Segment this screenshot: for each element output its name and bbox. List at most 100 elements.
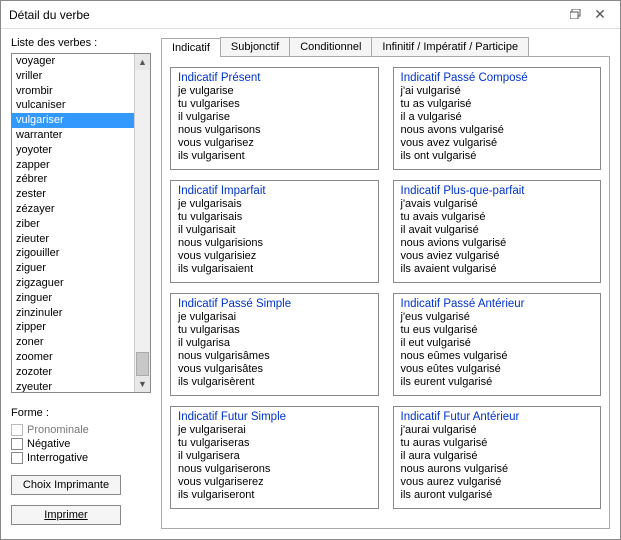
- verb-item[interactable]: zézayer: [12, 202, 134, 217]
- verb-item[interactable]: zinguer: [12, 291, 134, 306]
- conjugation-line: il eut vulgarisé: [401, 337, 594, 350]
- tense-box: Indicatif Plus-que-parfaitj'avais vulgar…: [393, 180, 602, 283]
- conjugation-line: tu eus vulgarisé: [401, 324, 594, 337]
- conjugation-line: vous vulgarisâtes: [178, 363, 371, 376]
- tense-box: Indicatif Imparfaitje vulgarisaistu vulg…: [170, 180, 379, 283]
- tab-infinitif-imp-ratif-participe[interactable]: Infinitif / Impératif / Participe: [371, 37, 529, 56]
- conjugation-line: vous avez vulgarisé: [401, 137, 594, 150]
- conjugation-line: j'aurai vulgarisé: [401, 424, 594, 437]
- conjugation-line: nous vulgarisons: [178, 124, 371, 137]
- conjugation-line: tu vulgarisais: [178, 211, 371, 224]
- printer-choice-button[interactable]: Choix Imprimante: [11, 475, 121, 495]
- conjugation-line: je vulgarisai: [178, 311, 371, 324]
- verb-item[interactable]: zester: [12, 187, 134, 202]
- tab-content: Indicatif Présentje vulgarise tu vulgaris…: [161, 57, 610, 529]
- verb-list[interactable]: voyagervrillervrombirvulcaniservulgarise…: [11, 53, 151, 393]
- form-label: Interrogative: [27, 452, 88, 464]
- conjugation-line: ils vulgarisaient: [178, 263, 371, 276]
- conjugation-line: il vulgarisait: [178, 224, 371, 237]
- conjugation-line: il vulgarisa: [178, 337, 371, 350]
- scroll-thumb[interactable]: [136, 352, 149, 376]
- conjugation-line: vous aurez vulgarisé: [401, 476, 594, 489]
- verb-item[interactable]: zoomer: [12, 350, 134, 365]
- verb-item[interactable]: zigzaguer: [12, 276, 134, 291]
- tab-indicatif[interactable]: Indicatif: [161, 38, 221, 57]
- verb-item[interactable]: zipper: [12, 320, 134, 335]
- form-label: Négative: [27, 438, 70, 450]
- conjugation-line: vous vulgarisez: [178, 137, 371, 150]
- conjugation-line: nous vulgarisâmes: [178, 350, 371, 363]
- conjugation-line: je vulgariserai: [178, 424, 371, 437]
- tab-conditionnel[interactable]: Conditionnel: [289, 37, 372, 56]
- tense-box: Indicatif Passé Antérieurj'eus vulgarisé…: [393, 293, 602, 396]
- tense-title: Indicatif Imparfait: [178, 185, 371, 197]
- titlebar: Détail du verbe ✕: [1, 1, 620, 29]
- forme-group: Forme : PronominaleNégativeInterrogative: [11, 407, 151, 465]
- tense-title: Indicatif Présent: [178, 72, 371, 84]
- verb-item[interactable]: zoner: [12, 335, 134, 350]
- conjugation-line: nous aurons vulgarisé: [401, 463, 594, 476]
- restore-icon[interactable]: [564, 8, 588, 22]
- checkbox-icon: [11, 424, 23, 436]
- conjugation-line: ils avaient vulgarisé: [401, 263, 594, 276]
- close-icon[interactable]: ✕: [588, 6, 612, 23]
- scroll-down-icon[interactable]: ▼: [135, 376, 150, 392]
- conjugation-line: j'ai vulgarisé: [401, 85, 594, 98]
- tense-title: Indicatif Passé Simple: [178, 298, 371, 310]
- tense-title: Indicatif Passé Antérieur: [401, 298, 594, 310]
- conjugation-line: nous vulgarisions: [178, 237, 371, 250]
- verb-item[interactable]: voyager: [12, 54, 134, 69]
- verb-item[interactable]: vulcaniser: [12, 98, 134, 113]
- conjugation-line: tu auras vulgarisé: [401, 437, 594, 450]
- conjugation-line: nous avions vulgarisé: [401, 237, 594, 250]
- verb-item[interactable]: zyeuter: [12, 380, 134, 393]
- verb-item[interactable]: zapper: [12, 158, 134, 173]
- left-panel: Liste des verbes : voyagervrillervrombir…: [11, 37, 151, 529]
- conjugation-line: tu vulgariseras: [178, 437, 371, 450]
- scroll-up-icon[interactable]: ▲: [135, 54, 150, 70]
- conjugation-line: vous vulgariserez: [178, 476, 371, 489]
- conjugation-line: ils auront vulgarisé: [401, 489, 594, 502]
- tense-box: Indicatif Futur Simpleje vulgariseraitu …: [170, 406, 379, 509]
- conjugation-line: je vulgarise: [178, 85, 371, 98]
- verb-item[interactable]: zigouiller: [12, 246, 134, 261]
- conjugation-line: tu as vulgarisé: [401, 98, 594, 111]
- conjugation-line: il vulgarisera: [178, 450, 371, 463]
- scrollbar[interactable]: ▲ ▼: [134, 54, 150, 392]
- conjugation-line: ils vulgarisèrent: [178, 376, 371, 389]
- tense-title: Indicatif Plus-que-parfait: [401, 185, 594, 197]
- conjugation-line: je vulgarisais: [178, 198, 371, 211]
- tense-box: Indicatif Passé Composéj'ai vulgarisétu …: [393, 67, 602, 170]
- tense-title: Indicatif Passé Composé: [401, 72, 594, 84]
- verb-item[interactable]: ziber: [12, 217, 134, 232]
- verb-item[interactable]: vulgariser: [12, 113, 134, 128]
- form-option: Pronominale: [11, 423, 151, 437]
- verb-item[interactable]: zozoter: [12, 365, 134, 380]
- tense-title: Indicatif Futur Antérieur: [401, 411, 594, 423]
- verb-item[interactable]: zébrer: [12, 172, 134, 187]
- verb-item[interactable]: zieuter: [12, 232, 134, 247]
- content-area: Liste des verbes : voyagervrillervrombir…: [1, 29, 620, 539]
- window-title: Détail du verbe: [9, 8, 564, 22]
- conjugation-line: ils vulgarisent: [178, 150, 371, 163]
- conjugation-line: ils vulgariseront: [178, 489, 371, 502]
- print-button[interactable]: Imprimer: [11, 505, 121, 525]
- form-label: Pronominale: [27, 424, 89, 436]
- checkbox-icon[interactable]: [11, 438, 23, 450]
- verb-item[interactable]: vriller: [12, 69, 134, 84]
- verb-list-label: Liste des verbes :: [11, 37, 151, 49]
- conjugation-line: j'avais vulgarisé: [401, 198, 594, 211]
- tense-box: Indicatif Futur Antérieurj'aurai vulgari…: [393, 406, 602, 509]
- conjugation-line: ils ont vulgarisé: [401, 150, 594, 163]
- conjugation-line: vous eûtes vulgarisé: [401, 363, 594, 376]
- tab-subjonctif[interactable]: Subjonctif: [220, 37, 290, 56]
- verb-item[interactable]: yoyoter: [12, 143, 134, 158]
- scroll-track[interactable]: [135, 70, 150, 376]
- form-option[interactable]: Négative: [11, 437, 151, 451]
- verb-item[interactable]: vrombir: [12, 84, 134, 99]
- verb-item[interactable]: zinzinuler: [12, 306, 134, 321]
- form-option[interactable]: Interrogative: [11, 451, 151, 465]
- verb-item[interactable]: ziguer: [12, 261, 134, 276]
- checkbox-icon[interactable]: [11, 452, 23, 464]
- verb-item[interactable]: warranter: [12, 128, 134, 143]
